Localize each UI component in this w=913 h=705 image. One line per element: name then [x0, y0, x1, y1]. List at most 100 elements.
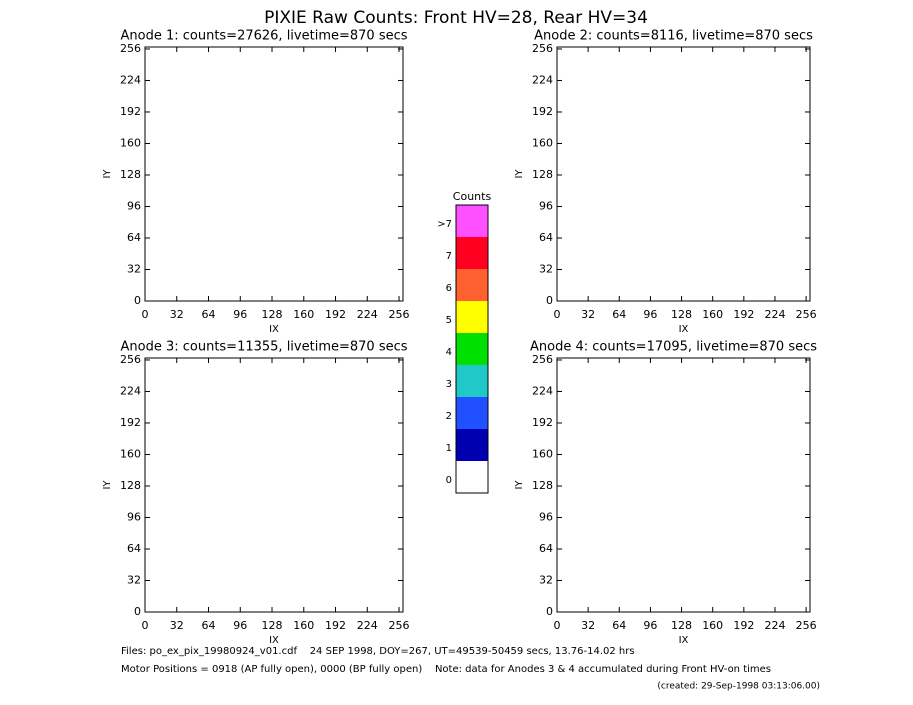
x-axis-label: IX — [269, 635, 279, 646]
x-tick-label: 32 — [170, 619, 184, 632]
y-tick-label: 160 — [532, 136, 553, 149]
y-tick-label: 224 — [532, 384, 553, 397]
y-tick-label: 128 — [120, 479, 141, 492]
x-tick-label: 160 — [293, 308, 314, 321]
y-tick-label: 96 — [127, 510, 141, 523]
y-tick-label: 256 — [120, 353, 141, 366]
y-tick-label: 64 — [539, 231, 553, 244]
colorbar-frame — [455, 204, 489, 494]
y-tick-label: 160 — [120, 136, 141, 149]
y-tick-label: 128 — [532, 479, 553, 492]
y-tick-label: 0 — [546, 294, 553, 307]
colorbar-label: 0 — [446, 475, 452, 486]
y-tick-label: 128 — [120, 168, 141, 181]
x-tick-label: 32 — [581, 308, 595, 321]
footer-line: Motor Positions = 0918 (AP fully open), … — [121, 664, 771, 675]
x-tick-label: 128 — [671, 619, 692, 632]
colorbar-label: 5 — [446, 315, 452, 326]
colorbar-cell — [456, 461, 488, 493]
colorbar-cell — [456, 269, 488, 301]
colorbar-label: 1 — [446, 443, 452, 454]
x-tick-label: 224 — [764, 308, 785, 321]
y-tick-label: 192 — [120, 105, 141, 118]
x-axis-label: IX — [679, 635, 689, 646]
y-tick-label: 256 — [120, 42, 141, 55]
panel-title: Anode 1: counts=27626, livetime=870 secs — [120, 29, 407, 44]
panel-title: Anode 2: counts=8116, livetime=870 secs — [534, 29, 813, 44]
panel-title: Anode 4: counts=17095, livetime=870 secs — [530, 340, 817, 355]
x-tick-label: 256 — [389, 308, 410, 321]
plot-frame — [144, 357, 404, 613]
y-axis-label: IY — [514, 480, 525, 490]
x-tick-label: 224 — [357, 619, 378, 632]
y-tick-label: 96 — [539, 199, 553, 212]
x-tick-label: 0 — [554, 308, 561, 321]
x-tick-label: 128 — [262, 308, 283, 321]
x-axis-label: IX — [269, 324, 279, 335]
colorbar-title: Counts — [453, 190, 492, 203]
plot-frame — [556, 357, 811, 613]
y-tick-label: 224 — [120, 73, 141, 86]
x-tick-label: 128 — [671, 308, 692, 321]
y-tick-label: 160 — [532, 447, 553, 460]
x-tick-label: 160 — [293, 619, 314, 632]
y-tick-label: 256 — [532, 42, 553, 55]
colorbar-cell — [456, 301, 488, 333]
x-tick-label: 192 — [325, 619, 346, 632]
x-tick-label: 224 — [357, 308, 378, 321]
x-tick-label: 96 — [233, 619, 247, 632]
x-axis-label: IX — [679, 324, 689, 335]
x-tick-label: 128 — [262, 619, 283, 632]
x-tick-label: 256 — [796, 619, 817, 632]
colorbar-cell — [456, 429, 488, 461]
colorbar-cell — [456, 365, 488, 397]
x-tick-label: 192 — [325, 308, 346, 321]
colorbar-cell — [456, 397, 488, 429]
x-tick-label: 0 — [554, 619, 561, 632]
y-tick-label: 0 — [134, 294, 141, 307]
x-tick-label: 64 — [202, 619, 216, 632]
y-tick-label: 32 — [127, 573, 141, 586]
x-tick-label: 96 — [643, 308, 657, 321]
x-tick-label: 32 — [170, 308, 184, 321]
y-tick-label: 224 — [120, 384, 141, 397]
y-tick-label: 0 — [134, 605, 141, 618]
x-tick-label: 160 — [702, 308, 723, 321]
y-tick-label: 32 — [539, 573, 553, 586]
y-axis-label: IY — [514, 169, 525, 179]
plot-frame — [556, 46, 811, 302]
x-tick-label: 192 — [733, 619, 754, 632]
y-tick-label: 32 — [539, 262, 553, 275]
colorbar-cell — [456, 205, 488, 237]
figure-title: PIXIE Raw Counts: Front HV=28, Rear HV=3… — [264, 8, 648, 28]
x-tick-label: 256 — [796, 308, 817, 321]
x-tick-label: 32 — [581, 619, 595, 632]
colorbar-label: 2 — [446, 411, 452, 422]
y-axis-label: IY — [102, 169, 113, 179]
colorbar-label: 4 — [446, 347, 452, 358]
x-tick-label: 0 — [142, 619, 149, 632]
x-tick-label: 256 — [389, 619, 410, 632]
x-tick-label: 192 — [733, 308, 754, 321]
y-tick-label: 192 — [120, 416, 141, 429]
x-tick-label: 64 — [202, 308, 216, 321]
y-axis-label: IY — [102, 480, 113, 490]
x-tick-label: 0 — [142, 308, 149, 321]
colorbar-label: 7 — [446, 251, 452, 262]
x-tick-label: 224 — [764, 619, 785, 632]
colorbar-label: 6 — [446, 283, 452, 294]
panel-title: Anode 3: counts=11355, livetime=870 secs — [120, 340, 407, 355]
colorbar-cell — [456, 333, 488, 365]
y-tick-label: 256 — [532, 353, 553, 366]
colorbar-label: 3 — [446, 379, 452, 390]
y-tick-label: 192 — [532, 416, 553, 429]
x-tick-label: 64 — [612, 308, 626, 321]
y-tick-label: 0 — [546, 605, 553, 618]
footer-line: Files: po_ex_pix_19980924_v01.cdf 24 SEP… — [121, 646, 635, 657]
x-tick-label: 96 — [643, 619, 657, 632]
plot-frame — [144, 46, 404, 302]
y-tick-label: 96 — [539, 510, 553, 523]
y-tick-label: 128 — [532, 168, 553, 181]
y-tick-label: 96 — [127, 199, 141, 212]
